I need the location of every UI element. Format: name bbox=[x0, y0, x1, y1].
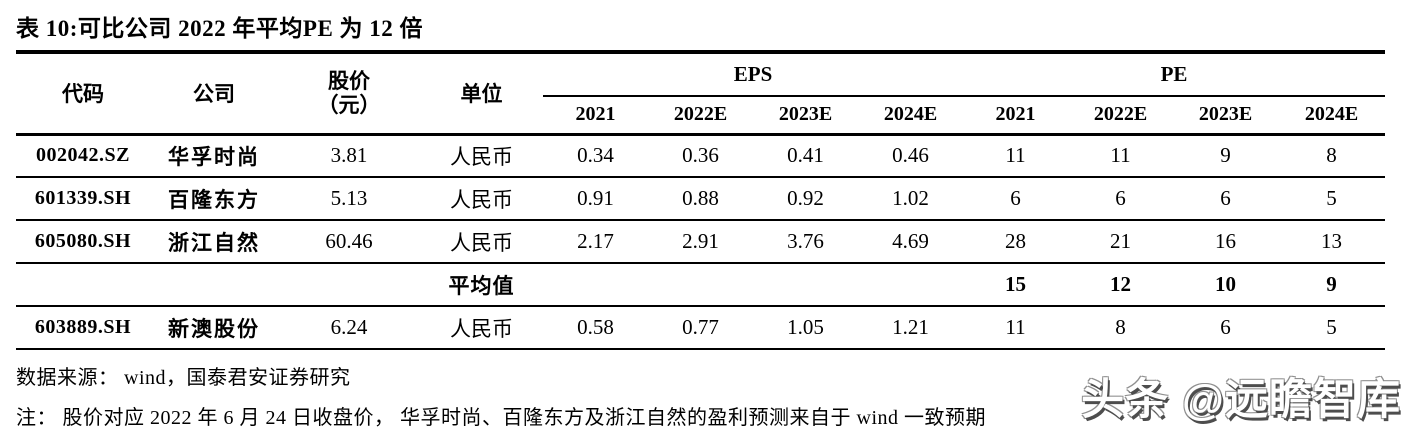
pe-2023e: 9 bbox=[1173, 134, 1279, 178]
pe-2022e: 6 bbox=[1068, 177, 1174, 221]
eps-2022e: 2.91 bbox=[648, 220, 753, 264]
stock-code: 605080.SH bbox=[16, 220, 150, 264]
avg-pe-2021: 15 bbox=[963, 263, 1069, 307]
currency-unit: 人民币 bbox=[420, 306, 543, 350]
eps-2024e: 0.46 bbox=[858, 134, 964, 178]
col-header-eps-2024e: 2024E bbox=[858, 96, 964, 136]
company-name: 新澳股份 bbox=[150, 306, 278, 350]
col-group-eps: EPS bbox=[543, 52, 964, 97]
stock-code: 002042.SZ bbox=[16, 134, 150, 178]
pe-2022e: 21 bbox=[1068, 220, 1174, 264]
empty-cell bbox=[150, 263, 278, 307]
eps-2023e: 0.41 bbox=[753, 134, 858, 178]
table-row: 601339.SH 百隆东方 5.13 人民币 0.91 0.88 0.92 1… bbox=[16, 177, 1386, 221]
col-header-pe-2022e: 2022E bbox=[1068, 96, 1174, 136]
pe-2021: 28 bbox=[963, 220, 1069, 264]
pe-2024e: 5 bbox=[1278, 177, 1386, 221]
stock-price: 6.24 bbox=[278, 306, 420, 350]
currency-unit: 人民币 bbox=[420, 177, 543, 221]
comparable-companies-table: 代码 公司 股价 （元） 单位 EPS PE 2021 2022E 2023E … bbox=[16, 50, 1386, 350]
toutiao-watermark: 头条 @远瞻智库 bbox=[1081, 376, 1401, 424]
currency-unit: 人民币 bbox=[420, 220, 543, 264]
pe-2021: 11 bbox=[963, 134, 1069, 178]
empty-cell bbox=[16, 263, 150, 307]
col-header-price: 股价 （元） bbox=[278, 52, 420, 136]
eps-2022e: 0.88 bbox=[648, 177, 753, 221]
stock-code: 601339.SH bbox=[16, 177, 150, 221]
eps-2024e: 1.02 bbox=[858, 177, 964, 221]
table-row: 002042.SZ 华孚时尚 3.81 人民币 0.34 0.36 0.41 0… bbox=[16, 134, 1386, 178]
eps-2024e: 1.21 bbox=[858, 306, 964, 350]
eps-2022e: 0.36 bbox=[648, 134, 753, 178]
stock-price: 5.13 bbox=[278, 177, 420, 221]
eps-2023e: 3.76 bbox=[753, 220, 858, 264]
pe-2022e: 11 bbox=[1068, 134, 1174, 178]
eps-2023e: 0.92 bbox=[753, 177, 858, 221]
empty-cell bbox=[543, 263, 648, 307]
col-header-unit: 单位 bbox=[420, 52, 543, 136]
empty-cell bbox=[858, 263, 964, 307]
company-name: 华孚时尚 bbox=[150, 134, 278, 178]
eps-2021: 0.58 bbox=[543, 306, 648, 350]
avg-pe-2022e: 12 bbox=[1068, 263, 1174, 307]
pe-2023e: 16 bbox=[1173, 220, 1279, 264]
pe-2024e: 13 bbox=[1278, 220, 1386, 264]
col-header-price-line1: 股价 bbox=[328, 69, 370, 94]
pe-2023e: 6 bbox=[1173, 306, 1279, 350]
pe-2021: 11 bbox=[963, 306, 1069, 350]
col-header-pe-2021: 2021 bbox=[963, 96, 1069, 136]
eps-2022e: 0.77 bbox=[648, 306, 753, 350]
average-row: 平均值 15 12 10 9 bbox=[16, 263, 1386, 307]
col-header-eps-2023e: 2023E bbox=[753, 96, 858, 136]
eps-2021: 0.34 bbox=[543, 134, 648, 178]
pe-2024e: 5 bbox=[1278, 306, 1386, 350]
col-header-eps-2021: 2021 bbox=[543, 96, 648, 136]
stock-price: 60.46 bbox=[278, 220, 420, 264]
col-header-code: 代码 bbox=[16, 52, 150, 136]
col-header-price-line2: （元） bbox=[317, 93, 381, 118]
avg-pe-2024e: 9 bbox=[1278, 263, 1386, 307]
stock-price: 3.81 bbox=[278, 134, 420, 178]
eps-2023e: 1.05 bbox=[753, 306, 858, 350]
table-row: 605080.SH 浙江自然 60.46 人民币 2.17 2.91 3.76 … bbox=[16, 220, 1386, 264]
table-row: 603889.SH 新澳股份 6.24 人民币 0.58 0.77 1.05 1… bbox=[16, 306, 1386, 350]
avg-pe-2023e: 10 bbox=[1173, 263, 1279, 307]
pe-2024e: 8 bbox=[1278, 134, 1386, 178]
col-header-eps-2022e: 2022E bbox=[648, 96, 753, 136]
table-title: 表 10:可比公司 2022 年平均PE 为 12 倍 bbox=[16, 16, 424, 41]
col-group-pe: PE bbox=[963, 52, 1386, 97]
pe-2023e: 6 bbox=[1173, 177, 1279, 221]
empty-cell bbox=[753, 263, 858, 307]
footnote: 注： 股价对应 2022 年 6 月 24 日收盘价， 华孚时尚、百隆东方及浙江… bbox=[16, 407, 986, 427]
pe-2022e: 8 bbox=[1068, 306, 1174, 350]
empty-cell bbox=[278, 263, 420, 307]
company-name: 浙江自然 bbox=[150, 220, 278, 264]
empty-cell bbox=[648, 263, 753, 307]
pe-2021: 6 bbox=[963, 177, 1069, 221]
col-header-pe-2024e: 2024E bbox=[1278, 96, 1386, 136]
eps-2021: 0.91 bbox=[543, 177, 648, 221]
stock-code: 603889.SH bbox=[16, 306, 150, 350]
data-source-note: 数据来源： wind，国泰君安证券研究 bbox=[16, 367, 351, 389]
currency-unit: 人民币 bbox=[420, 134, 543, 178]
col-header-pe-2023e: 2023E bbox=[1173, 96, 1279, 136]
eps-2024e: 4.69 bbox=[858, 220, 964, 264]
eps-2021: 2.17 bbox=[543, 220, 648, 264]
company-name: 百隆东方 bbox=[150, 177, 278, 221]
col-header-company: 公司 bbox=[150, 52, 278, 136]
average-label: 平均值 bbox=[420, 263, 543, 307]
